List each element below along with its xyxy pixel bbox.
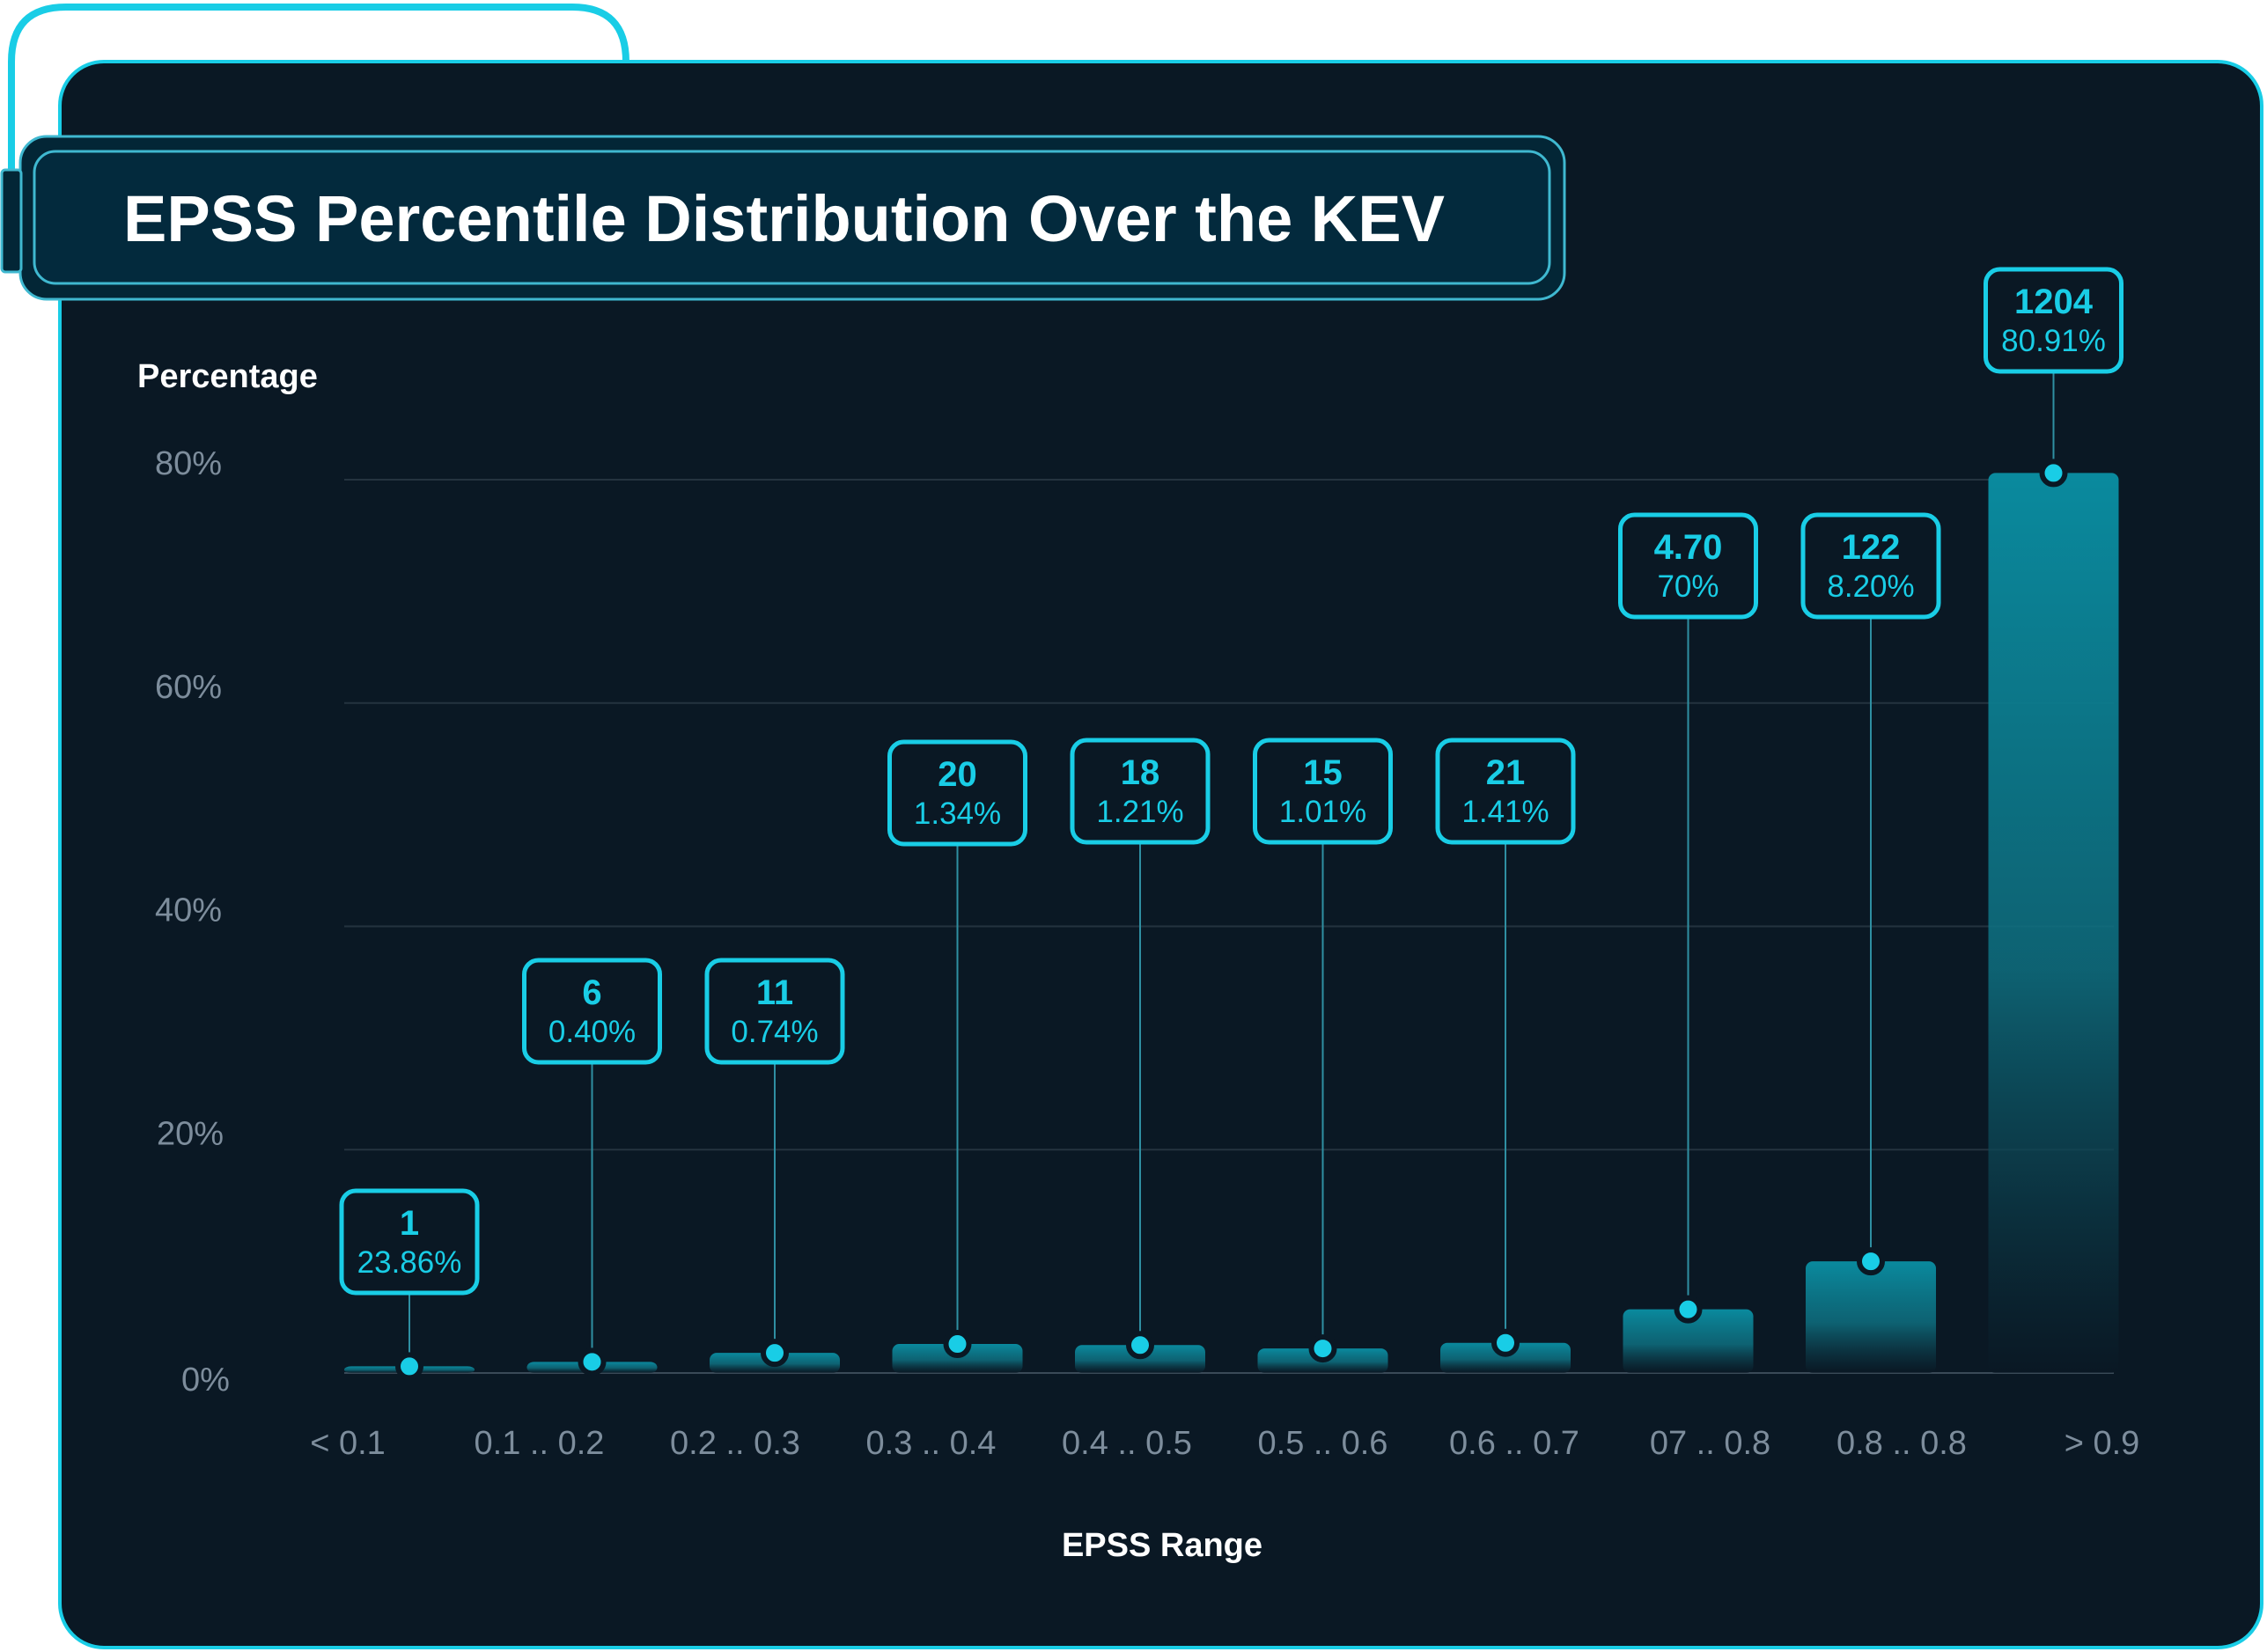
data-label-box (1800, 512, 1941, 620)
data-label-count: 21 (1486, 753, 1526, 792)
data-point-dot (1857, 1247, 1885, 1276)
data-point-dot (2039, 459, 2068, 488)
y-tick-label: 0% (181, 1362, 230, 1399)
data-label-box (522, 958, 662, 1065)
decorative-connector (8, 4, 629, 172)
data-label-percent: 1.01% (1279, 795, 1366, 829)
x-tick-label: 0.5 .. 0.6 (1258, 1425, 1388, 1462)
data-label-count: 1204 (2014, 283, 2094, 321)
bars (344, 473, 2119, 1373)
data-label-percent: 8.20% (1827, 569, 1914, 604)
data-point-dot (1491, 1328, 1520, 1357)
data-point-dot (1308, 1334, 1337, 1363)
data-label-percent: 23.86% (357, 1245, 462, 1280)
data-label-box (1253, 738, 1393, 845)
data-label-percent: 1.41% (1461, 795, 1549, 829)
data-point-dot (395, 1352, 423, 1381)
chart-title: EPSS Percentile Distribution Over the KE… (123, 182, 1445, 255)
x-tick-label: 07 .. 0.8 (1650, 1425, 1770, 1462)
data-point-dot (578, 1347, 607, 1377)
data-label-percent: 1.21% (1096, 795, 1183, 829)
x-tick-label: 0.6 .. 0.7 (1449, 1425, 1579, 1462)
y-axis-title: Percentage (137, 358, 318, 395)
data-label-count: 4.70 (1654, 528, 1723, 567)
data-label-count: 20 (938, 755, 977, 794)
data-labels: 123.86% 60.40% 110.74% 201.34% 181.21% 151.01… (339, 267, 2123, 1381)
data-label-box (1984, 267, 2123, 374)
x-tick-label: > 0.9 (2065, 1425, 2140, 1462)
x-tick-label: 0.2 .. 0.3 (670, 1425, 800, 1462)
title-banner-inner (33, 150, 1551, 285)
data-label-count: 15 (1303, 753, 1343, 792)
data-label-count: 1 (400, 1204, 419, 1243)
chart-card (58, 60, 2263, 1649)
x-axis-title: EPSS Range (1062, 1527, 1262, 1564)
data-label-percent: 80.91% (2001, 324, 2106, 358)
y-tick-label: 60% (155, 669, 222, 706)
data-label-box (1618, 512, 1758, 620)
x-axis-ticks: < 0.1 0.1 .. 0.2 0.2 .. 0.3 0.3 .. 0.4 0.4 .… (310, 1425, 2139, 1462)
x-tick-label: 0.3 .. 0.4 (866, 1425, 997, 1462)
x-tick-label: < 0.1 (310, 1425, 386, 1462)
data-point-dot (1674, 1295, 1703, 1324)
x-tick-label: 0.8 .. 0.8 (1836, 1425, 1967, 1462)
data-label-percent: 1.34% (914, 797, 1001, 831)
data-label-count: 122 (1842, 528, 1901, 567)
data-point-dot (761, 1339, 789, 1368)
data-label-box (1435, 738, 1576, 845)
data-label-count: 6 (582, 973, 601, 1012)
data-label-percent: 0.74% (731, 1015, 818, 1049)
data-point-dot (1126, 1331, 1154, 1360)
y-tick-label: 80% (155, 445, 222, 482)
y-axis-ticks: 0% 20% 40% 60% 80% (155, 445, 230, 1399)
data-label-box (704, 958, 845, 1065)
bar (1988, 473, 2119, 1373)
data-label-box (1070, 738, 1211, 845)
data-point-dot (943, 1330, 972, 1359)
data-label-count: 11 (756, 973, 793, 1012)
data-label-box (339, 1188, 480, 1296)
x-tick-label: 0.4 .. 0.5 (1062, 1425, 1192, 1462)
bar (1806, 1261, 1936, 1373)
x-tick-label: 0.1 .. 0.2 (475, 1425, 605, 1462)
bar (1623, 1309, 1754, 1373)
data-label-percent: 0.40% (548, 1015, 636, 1049)
bar (1440, 1342, 1571, 1373)
data-label-count: 18 (1121, 753, 1160, 792)
y-tick-label: 20% (157, 1115, 224, 1152)
data-label-box (887, 739, 1027, 847)
data-label-percent: 70% (1657, 569, 1719, 604)
bar (892, 1344, 1023, 1373)
y-tick-label: 40% (155, 892, 222, 929)
banner-tab (0, 168, 23, 274)
